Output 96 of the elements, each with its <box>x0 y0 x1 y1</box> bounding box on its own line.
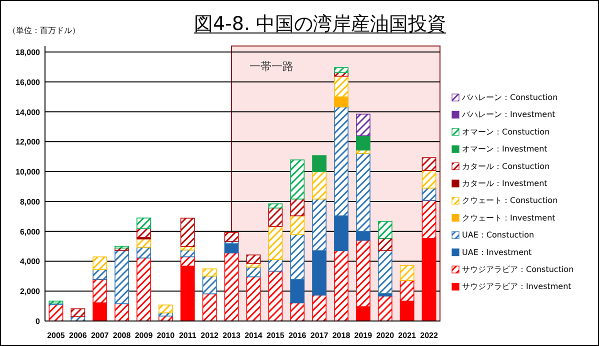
bar <box>180 218 195 247</box>
bar <box>356 152 370 232</box>
bar <box>268 270 283 322</box>
bar <box>224 252 239 322</box>
bar <box>202 293 217 322</box>
legend-label: クウェート：Constuction <box>462 196 558 206</box>
bar <box>224 243 239 254</box>
bar <box>246 276 261 322</box>
bar <box>378 238 392 252</box>
legend-label: クウェート：Investment <box>462 213 556 222</box>
bar <box>290 160 305 200</box>
bar <box>92 256 108 270</box>
bar <box>312 250 327 296</box>
legend-label: カタール：Investment <box>462 179 548 188</box>
y-axis-title: （単位：百万ドル） <box>8 26 80 35</box>
y-tick-label: 14,000 <box>16 108 41 117</box>
bar <box>400 265 414 281</box>
bar <box>312 198 327 252</box>
bar <box>158 304 173 314</box>
bar <box>268 208 283 227</box>
x-tick-label: 2022 <box>420 331 438 340</box>
bar <box>268 259 283 272</box>
x-tick-label: 2012 <box>200 331 220 340</box>
legend-label: サウジアラビア：Constuction <box>462 265 574 274</box>
bar <box>268 203 283 208</box>
bar <box>378 250 392 294</box>
y-tick-label: 12,000 <box>16 138 41 147</box>
legend-label: バハレーン：Investment <box>461 110 556 120</box>
bar <box>378 220 392 239</box>
bar <box>334 215 348 252</box>
bar <box>422 157 436 171</box>
bar <box>136 246 151 258</box>
x-tick-label: 2020 <box>376 331 395 340</box>
bar <box>268 226 283 260</box>
x-tick-label: 2010 <box>156 331 176 340</box>
bar <box>290 198 305 216</box>
x-tick-label: 2019 <box>354 331 373 340</box>
bar <box>290 302 305 322</box>
bar <box>422 188 436 201</box>
bar <box>290 215 305 236</box>
bar <box>356 135 370 150</box>
y-tick-label: 16,000 <box>16 78 41 87</box>
legend-label: UAE：Constuction <box>462 230 534 240</box>
x-tick-label: 2008 <box>112 331 132 340</box>
y-tick-label: 18,000 <box>16 48 41 57</box>
bar <box>422 170 436 189</box>
y-tick-label: 10,000 <box>16 168 41 177</box>
x-tick-label: 2016 <box>288 331 307 340</box>
chart-title: 図4-8. 中国の湾岸産油国投資 <box>194 13 446 35</box>
legend-label: オマーン：Investment <box>462 144 548 154</box>
x-tick-label: 2005 <box>47 331 66 340</box>
x-tick-label: 2007 <box>90 331 110 340</box>
y-tick-label: 0 <box>36 317 41 326</box>
bar <box>312 155 327 172</box>
band-label: 一帯一路 <box>250 60 294 73</box>
x-tick-label: 2014 <box>244 331 263 340</box>
x-tick-label: 2011 <box>178 331 197 340</box>
bar <box>136 228 151 238</box>
bar <box>246 254 261 264</box>
bar <box>290 234 305 280</box>
x-tick-label: 2009 <box>134 331 154 340</box>
bar <box>334 67 348 74</box>
y-tick-label: 4,000 <box>20 257 41 266</box>
bar <box>114 303 130 322</box>
bar <box>92 269 108 280</box>
bar <box>356 114 370 136</box>
bar <box>378 296 392 322</box>
bar <box>312 171 327 200</box>
legend-label: サウジアラビア：Investment <box>462 282 572 292</box>
bar <box>334 96 348 108</box>
y-tick-label: 2,000 <box>20 287 41 296</box>
bar <box>114 250 130 304</box>
bar <box>70 308 86 318</box>
bar <box>356 230 370 241</box>
y-tick-label: 8,000 <box>20 197 41 206</box>
y-tick-label: 6,000 <box>20 227 41 236</box>
x-tick-label: 2017 <box>310 331 329 340</box>
bar <box>334 250 348 322</box>
x-tick-label: 2006 <box>69 331 88 340</box>
bar <box>290 279 305 304</box>
bar <box>202 268 217 277</box>
x-tick-label: 2018 <box>332 331 351 340</box>
x-tick-label: 2015 <box>266 331 285 340</box>
x-tick-label: 2021 <box>398 331 417 340</box>
bar <box>136 218 151 230</box>
legend-label: カタール：Constuction <box>462 162 550 171</box>
bar <box>334 76 348 98</box>
bar <box>202 276 217 294</box>
x-tick-label: 2013 <box>222 331 241 340</box>
bar <box>312 294 327 322</box>
bar <box>136 258 151 322</box>
legend-label: オマーン：Constuction <box>462 127 550 136</box>
bar <box>334 106 348 216</box>
legend-label: UAE：Investment <box>462 248 532 257</box>
legend-label: バハレーン：Constuction <box>461 93 558 102</box>
bar <box>224 232 239 242</box>
